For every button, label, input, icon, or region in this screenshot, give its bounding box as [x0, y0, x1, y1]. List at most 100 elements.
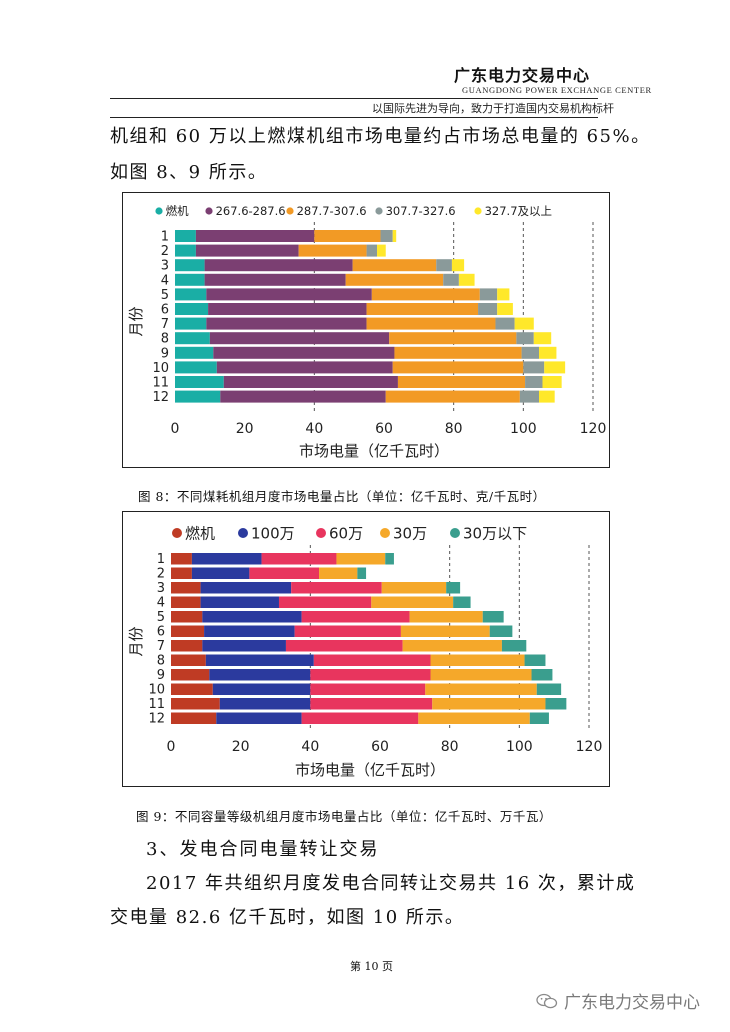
bar-segment	[397, 376, 526, 388]
bar-segment	[392, 230, 397, 242]
bar-segment	[171, 625, 205, 637]
bar-segment	[451, 259, 465, 272]
bar-segment	[310, 669, 431, 681]
bar-segment	[366, 317, 496, 330]
bar-segment	[208, 303, 367, 315]
bar-segment	[212, 683, 311, 695]
x-axis-label: 市场电量（亿千瓦时）	[299, 442, 449, 460]
bar-segment	[336, 553, 386, 565]
x-tick-label: 100	[510, 421, 537, 437]
org-name: 广东电力交易中心	[454, 66, 591, 85]
bar-segment	[175, 376, 224, 388]
bar-segment	[371, 596, 454, 608]
legend-marker	[375, 207, 383, 215]
x-tick-label: 20	[232, 739, 250, 755]
bar-segment	[301, 611, 410, 623]
y-tick-label: 5	[157, 610, 165, 625]
y-axis-label: 月份	[127, 626, 145, 656]
y-tick-label: 2	[161, 244, 169, 259]
bar-segment	[291, 582, 382, 594]
bar-segment	[314, 230, 381, 242]
bar-segment	[402, 640, 502, 652]
page-number: 第 10 页	[350, 960, 393, 973]
bar-segment	[298, 244, 367, 257]
legend-marker	[172, 528, 182, 538]
y-tick-label: 12	[148, 712, 165, 727]
bar-segment	[544, 361, 566, 374]
bar-segment	[301, 712, 419, 724]
bar-segment	[430, 669, 532, 681]
bar-segment	[497, 303, 513, 315]
bar-segment	[385, 553, 394, 565]
y-tick-label: 9	[161, 346, 169, 361]
legend-label: 287.7-307.6	[297, 204, 367, 218]
bar-segment	[385, 390, 520, 403]
legend-marker	[380, 528, 390, 538]
bar-segment	[278, 596, 372, 608]
bar-segment	[495, 317, 515, 330]
bar-segment	[171, 640, 203, 652]
y-tick-label: 7	[161, 317, 169, 332]
bar-segment	[191, 567, 250, 579]
bar-segment	[310, 698, 433, 710]
bar-segment	[446, 582, 461, 594]
x-tick-label: 120	[580, 421, 607, 437]
stacked-bar-chart-coal-consumption: 燃机 267.6-287.6 287.7-307.6 307.7-327.6 327.7…	[127, 204, 607, 460]
legend-label: 100万	[251, 524, 295, 542]
legend-marker	[155, 207, 163, 215]
bar-segment	[171, 683, 213, 695]
bar-segment	[501, 640, 527, 652]
bar-segment	[400, 625, 490, 637]
bar-segment	[525, 376, 543, 388]
x-tick-label: 60	[375, 421, 393, 437]
bar-segment	[545, 698, 567, 710]
y-tick-label: 8	[157, 654, 165, 669]
y-tick-label: 7	[157, 639, 165, 654]
section-heading: 3、发电合同电量转让交易	[146, 839, 380, 860]
bar-segment	[310, 683, 426, 695]
paragraph-line: 如图 8、9 所示。	[110, 162, 268, 183]
bar-segment	[409, 611, 483, 623]
x-axis-label: 市场电量（亿千瓦时）	[295, 761, 445, 779]
bar-segment	[205, 654, 314, 666]
wechat-icon	[536, 993, 558, 1008]
bar-segment	[542, 376, 562, 388]
bar-segment	[357, 567, 367, 579]
bar-segment	[220, 390, 386, 403]
x-tick-label: 60	[371, 739, 389, 755]
bar-segment	[389, 332, 517, 345]
bar-segment	[418, 712, 530, 724]
bar-segment	[436, 259, 452, 272]
x-tick-label: 40	[301, 739, 319, 755]
legend-label: 30万	[393, 524, 427, 542]
bar-segment	[366, 303, 479, 315]
y-tick-label: 11	[152, 376, 169, 391]
bar-segment	[352, 259, 437, 272]
bar-segment	[204, 273, 346, 286]
bar-segment	[175, 273, 205, 286]
bar-segment	[175, 259, 205, 272]
legend-label: 燃机	[185, 524, 215, 542]
bar-segment	[516, 332, 534, 345]
bar-segment	[204, 625, 295, 637]
x-tick-label: 20	[236, 421, 254, 437]
bar-segment	[206, 317, 367, 330]
bar-segment	[536, 683, 562, 695]
bar-segment	[175, 230, 196, 242]
x-tick-label: 40	[305, 421, 323, 437]
bar-segment	[171, 596, 201, 608]
bar-segment	[489, 625, 513, 637]
bar-segment	[514, 317, 534, 330]
bar-segment	[524, 654, 546, 666]
bar-segment	[377, 244, 386, 257]
y-tick-label: 6	[157, 625, 165, 640]
bar-segment	[482, 611, 504, 623]
legend-label: 307.7-327.6	[386, 204, 456, 218]
bar-segment	[171, 698, 220, 710]
bar-segment	[175, 390, 221, 403]
bar-segment	[223, 376, 398, 388]
bar-segment	[175, 244, 196, 257]
bar-segment	[533, 332, 552, 345]
bar-segment	[394, 346, 522, 359]
bar-segment	[216, 712, 302, 724]
